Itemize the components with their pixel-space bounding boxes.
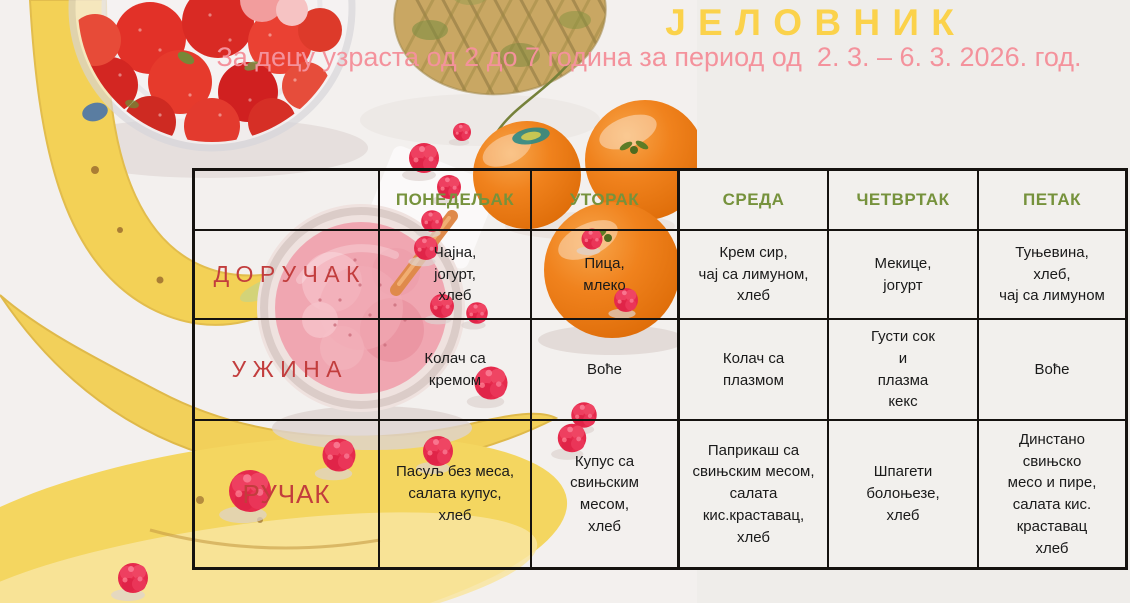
page-subtitle: За децу узраста од 2 до 7 година за пери… xyxy=(216,42,1082,72)
meal-label-breakfast: Д О Р У Ч А К xyxy=(195,231,380,320)
menu-cell-monday-lunch: Пасуљ без меса, салата купус, хлеб xyxy=(380,421,532,567)
menu-cell-wednesday-lunch: Паприкаш са свињским месом, салата кис.к… xyxy=(680,421,829,567)
day-header-monday: ПОНЕДЕЉАК xyxy=(380,171,532,231)
menu-cell-thursday-snack: Густи сок и плазма кекс xyxy=(829,320,979,421)
menu-cell-wednesday-snack: Колач са плазмом xyxy=(680,320,829,421)
menu-cell-tuesday-snack: Воће xyxy=(532,320,680,421)
menu-cell-wednesday-breakfast: Крем сир, чај са лимуном, хлеб xyxy=(680,231,829,320)
day-header-tuesday: УТОРАК xyxy=(532,171,680,231)
tangerines-photo xyxy=(473,100,697,355)
menu-cell-friday-lunch: Динстано свињско месо и пире, салата кис… xyxy=(979,421,1125,567)
day-header-wednesday: СРЕДА xyxy=(680,171,829,231)
day-header-friday: ПЕТАК xyxy=(979,171,1125,231)
menu-cell-thursday-lunch: Шпагети болоњезе, хлеб xyxy=(829,421,979,567)
day-header-thursday: ЧЕТВРТАК xyxy=(829,171,979,231)
menu-cell-friday-breakfast: Туњевина, хлеб, чај са лимуном xyxy=(979,231,1125,320)
menu-cell-monday-snack: Колач са кремом xyxy=(380,320,532,421)
strawberry-smoothie-jar-photo xyxy=(257,204,472,450)
menu-cell-thursday-breakfast: Мекице, јогурт xyxy=(829,231,979,320)
table-corner-cell xyxy=(195,171,380,231)
banana-sticker xyxy=(82,102,108,122)
menu-cell-monday-breakfast: Чајна, јогурт, хлеб xyxy=(380,231,532,320)
page-title: Ј Е Л О В Н И К xyxy=(665,2,955,43)
tangerine-stem xyxy=(619,140,649,154)
meal-label-snack: У Ж И Н А xyxy=(195,320,380,421)
menu-cell-friday-snack: Воће xyxy=(979,320,1125,421)
menu-cell-tuesday-breakfast: Пица, млеко xyxy=(532,231,680,320)
menu-cell-tuesday-lunch: Купус са свињским месом, хлеб xyxy=(532,421,680,567)
meal-label-lunch: РУЧАК xyxy=(195,421,380,567)
menu-table: ПОНЕДЕЉАК УТОРАК СРЕДА ЧЕТВРТАК ПЕТАК Д … xyxy=(192,168,1128,570)
fruit-photo-background xyxy=(0,0,697,603)
